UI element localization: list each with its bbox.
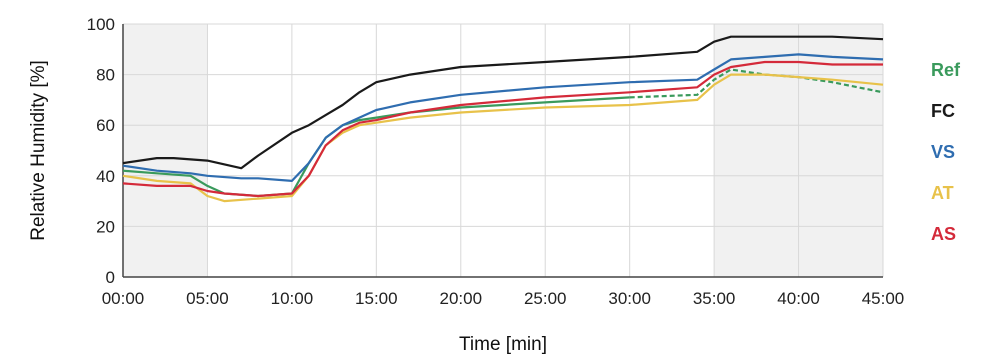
series-line-as [122, 60, 883, 198]
x-tick-label: 40:00 [777, 289, 820, 308]
y-axis-title: Relative Humidity [%] [28, 60, 49, 241]
y-tick-label: 40 [96, 167, 115, 186]
series-line-fc [122, 35, 884, 170]
axes [122, 24, 883, 278]
x-tick-label: 25:00 [524, 289, 567, 308]
x-tick-label: 00:00 [102, 289, 145, 308]
x-tick-label: 10:00 [271, 289, 314, 308]
x-tick-label: 20:00 [440, 289, 483, 308]
x-tick-label: 45:00 [862, 289, 905, 308]
legend-entry-as: AS [931, 224, 956, 244]
shaded-region-0 [123, 24, 208, 277]
x-tick-label: 15:00 [355, 289, 398, 308]
legend-entry-at: AT [931, 183, 954, 203]
x-tick-label: 05:00 [186, 289, 229, 308]
series-lines [122, 35, 884, 203]
y-tick-label: 80 [96, 66, 115, 85]
tick-labels: 00:00 05:00 10:00 15:00 20:00 25:00 30:00 35:00… [87, 15, 905, 308]
y-tick-label: 20 [96, 217, 115, 236]
y-tick-label: 100 [87, 15, 115, 34]
legend: Ref FC VS AT AS [931, 60, 961, 244]
x-tick-label: 30:00 [608, 289, 651, 308]
x-tick-label: 35:00 [693, 289, 736, 308]
x-axis-title: Time [min] [459, 334, 547, 354]
y-tick-label: 0 [106, 268, 115, 287]
legend-entry-ref: Ref [931, 60, 961, 80]
y-tick-label: 60 [96, 116, 115, 135]
series-line-vs [122, 53, 884, 182]
legend-entry-vs: VS [931, 142, 955, 162]
legend-entry-fc: FC [931, 101, 955, 121]
series-line-at [122, 73, 884, 203]
